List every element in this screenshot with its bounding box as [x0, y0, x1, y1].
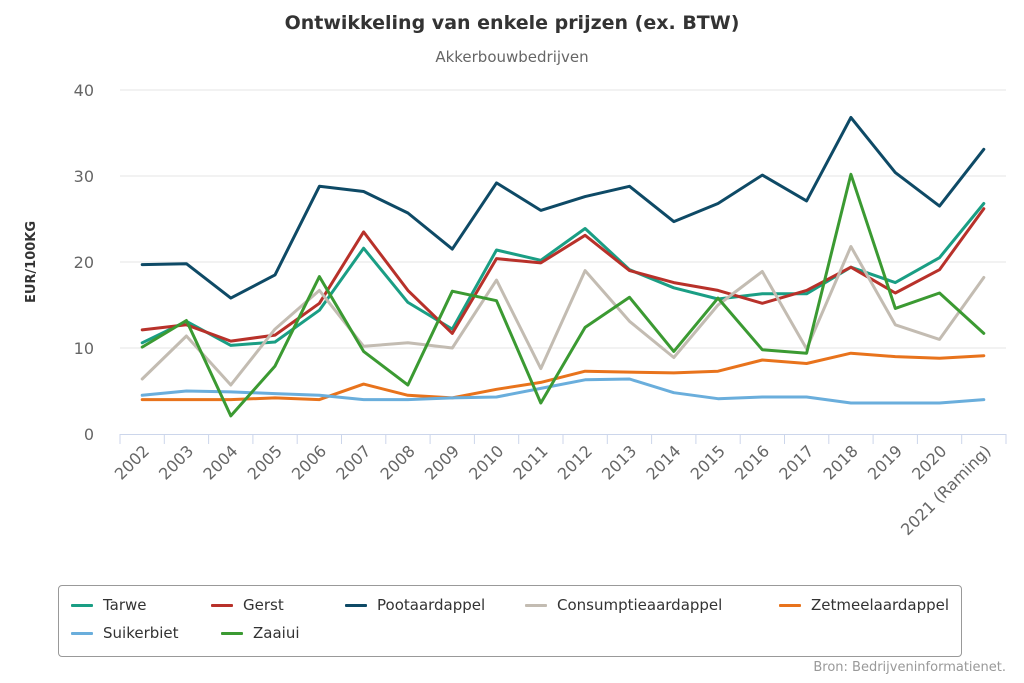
legend-label: Pootaardappel: [377, 596, 486, 614]
legend-swatch: [211, 603, 233, 607]
chart-subtitle: Akkerbouwbedrijven: [435, 48, 589, 66]
legend-item-zaaiui[interactable]: Zaaiui: [221, 623, 300, 643]
x-tick-label: 2019: [864, 441, 906, 483]
y-tick-label: 10: [74, 339, 94, 358]
legend-label: Tarwe: [103, 596, 147, 614]
x-tick-label: 2018: [820, 441, 862, 483]
y-tick-label: 40: [74, 81, 94, 100]
series-lines: [140, 116, 986, 418]
legend-item-consumptieaardappel[interactable]: Consumptieaardappel: [525, 595, 722, 615]
y-axis-title: EUR/100KG: [24, 221, 39, 303]
y-tick-label: 0: [84, 425, 94, 444]
grid-lines: [120, 89, 1006, 349]
legend-item-zetmeelaardappel[interactable]: Zetmeelaardappel: [779, 595, 949, 615]
chart-title: Ontwikkeling van enkele prijzen (ex. BTW…: [284, 12, 740, 34]
legend-label: Zetmeelaardappel: [811, 596, 950, 614]
legend-item-tarwe[interactable]: Tarwe: [71, 595, 147, 615]
x-tick-label: 2009: [421, 441, 463, 483]
legend-label: Gerst: [243, 596, 284, 614]
credits[interactable]: Bron: Bedrijveninformatienet.: [813, 660, 1006, 675]
x-tick-label: 2010: [465, 441, 507, 483]
legend-label: Zaaiui: [253, 624, 300, 642]
legend-label: Suikerbiet: [103, 624, 179, 642]
axes: 0 10 20 30 40 2002 2003 2004 2005 2006 2007 2008 200…: [24, 81, 1007, 539]
x-tick-label: 2003: [155, 441, 197, 483]
x-tick-label: 2013: [598, 441, 640, 483]
line-chart: 0 10 20 30 40 2002 2003 2004 2005 2006 2007 2008 200…: [24, 81, 1007, 539]
y-tick-label: 30: [74, 167, 94, 186]
x-tick-label: 2015: [687, 441, 729, 483]
legend-swatch: [71, 603, 93, 607]
legend-swatch: [345, 603, 367, 607]
x-tick-label: 2005: [244, 441, 286, 483]
series-line-zaaiui[interactable]: [140, 172, 986, 418]
series-line-zetmeelaardappel[interactable]: [140, 351, 986, 402]
legend-item-suikerbiet[interactable]: Suikerbiet: [71, 623, 179, 643]
x-tick-label: 2012: [554, 441, 596, 483]
x-tick-label: 2008: [377, 441, 419, 483]
x-tick-label: 2011: [509, 441, 551, 483]
y-tick-label: 20: [74, 253, 94, 272]
x-tick-label: 2014: [642, 441, 684, 483]
legend-swatch: [71, 631, 93, 635]
x-tick-label: 2007: [332, 441, 374, 483]
legend: Tarwe Gerst Pootaardappel Consumptieaardapp…: [58, 585, 962, 657]
series-line-pootaardappel[interactable]: [140, 116, 986, 300]
series-line-gerst[interactable]: [140, 207, 986, 343]
legend-swatch: [779, 603, 801, 607]
series-line-consumptieaardappel[interactable]: [140, 245, 986, 387]
x-tick-label: 2016: [731, 441, 773, 483]
x-tick-label: 2017: [775, 441, 817, 483]
legend-item-pootaardappel[interactable]: Pootaardappel: [345, 595, 485, 615]
legend-item-gerst[interactable]: Gerst: [211, 595, 284, 615]
x-tick-label: 2006: [288, 441, 330, 483]
series-line-tarwe[interactable]: [140, 202, 986, 347]
legend-swatch: [221, 631, 243, 635]
legend-swatch: [525, 603, 547, 607]
legend-label: Consumptieaardappel: [557, 596, 723, 614]
x-tick-label: 2002: [111, 441, 153, 483]
series-line-suikerbiet[interactable]: [140, 377, 986, 405]
x-tick-label: 2004: [199, 441, 241, 483]
